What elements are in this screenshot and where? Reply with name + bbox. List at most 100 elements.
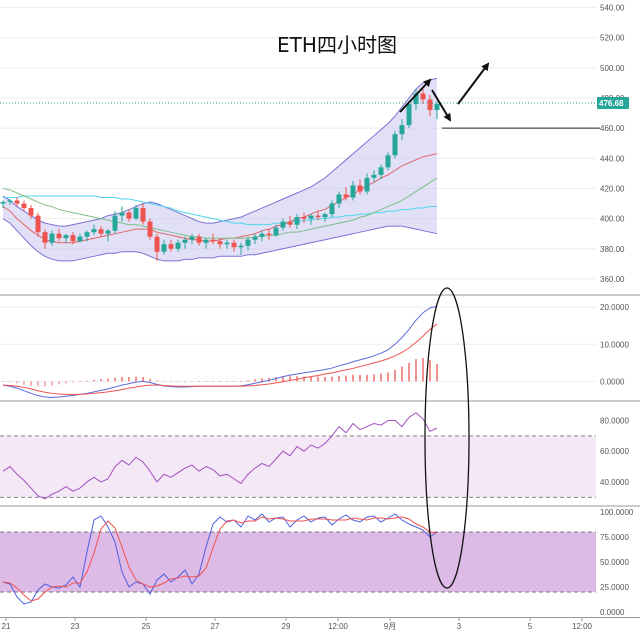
candle-body-26: [182, 239, 188, 243]
overlay-ma-slow-cyan: [3, 195, 437, 226]
stoch-series-stoch-k-blue: [2, 513, 438, 605]
rsi-tick-label-0: 80.0000: [600, 416, 629, 425]
macd-histogram-bar-21: [149, 378, 151, 382]
macd-histogram-bar-51: [359, 374, 361, 382]
macd-histogram-bar-36: [254, 379, 256, 382]
macd-histogram-bar-46: [324, 376, 326, 382]
macd-histogram-bar-12: [86, 380, 88, 382]
macd-histogram-bar-4: [30, 381, 32, 386]
x-tick-label-6: 9月: [384, 622, 396, 631]
candle-body-57: [399, 125, 405, 135]
macd-histogram-bar-19: [135, 376, 137, 382]
panel-dividers: [0, 294, 640, 618]
x-tick-label-5: 12:00: [328, 622, 349, 631]
rsi-line: [2, 412, 438, 500]
candle-body-54: [378, 167, 384, 175]
stoch-tick-label-1: 75.0000: [600, 533, 629, 542]
candle-body-16: [112, 215, 118, 231]
macd-histogram-bar-31: [219, 381, 221, 382]
macd-histogram-bar-22: [156, 380, 158, 382]
candle-body-19: [133, 208, 139, 219]
price-tick-label-3: 420.00: [600, 184, 625, 193]
stoch-band: [0, 532, 596, 592]
macd-histogram-bar-8: [58, 381, 60, 385]
macd-series-signal-red: [2, 323, 438, 395]
current-price-badge: 476.68: [597, 97, 629, 110]
candle-body-42: [294, 217, 300, 225]
macd-histogram-bar-23: [163, 381, 165, 382]
candle-body-4: [28, 208, 34, 216]
macd-histogram-bar-30: [212, 381, 214, 382]
macd-histogram-bar-3: [23, 381, 25, 385]
candle-body-40: [280, 221, 286, 228]
macd-histogram-bar-44: [310, 376, 312, 382]
candle-body-6: [42, 232, 48, 243]
candle-body-56: [392, 134, 398, 156]
macd-histogram-bar-11: [79, 381, 81, 382]
candle-body-3: [21, 203, 27, 209]
candle-body-30: [210, 239, 216, 242]
candle-body-33: [231, 242, 237, 248]
macd-histogram-bar-43: [303, 376, 305, 382]
macd-histogram-bar-62: [436, 363, 438, 382]
current-price-label: 476.68: [599, 99, 624, 108]
candle-body-14: [98, 229, 104, 234]
candle-body-55: [385, 155, 391, 168]
stoch-tick-label-2: 50.0000: [600, 558, 629, 567]
stoch-tick-label-4: 0.0000: [600, 608, 625, 617]
arrow-up-left: [399, 78, 432, 113]
macd-histogram-bar-34: [240, 381, 242, 382]
macd-histogram-bar-61: [429, 359, 431, 382]
current-price-badge-bg: [597, 97, 629, 110]
candle-body-49: [343, 194, 349, 198]
macd-histogram-bar-1: [9, 381, 11, 383]
price-tick-label-1: 380.00: [600, 245, 625, 254]
candle-body-17: [119, 212, 125, 216]
candle-body-13: [91, 229, 97, 233]
macd-histogram-bar-5: [37, 381, 39, 387]
macd-histogram-bar-13: [93, 379, 95, 382]
candle-body-32: [224, 242, 230, 245]
candle-body-45: [315, 215, 321, 218]
macd-series-macd-blue: [2, 305, 438, 398]
macd-histogram-bar-29: [205, 381, 207, 382]
macd-histogram-bar-47: [331, 376, 333, 382]
candle-body-15: [105, 230, 111, 234]
macd-tick-label-1: 10.0000: [600, 340, 629, 349]
candle-body-37: [259, 233, 265, 237]
candle-body-24: [168, 244, 174, 249]
macd-histogram-bar-35: [247, 380, 249, 382]
macd-histogram-bar-27: [191, 381, 193, 382]
x-tick-label-4: 29: [282, 622, 291, 631]
macd-histogram-bar-59: [415, 359, 417, 382]
macd-histogram-bar-50: [352, 374, 354, 382]
candle-body-53: [371, 174, 377, 178]
macd-histogram-bar-41: [289, 376, 291, 382]
macd-histogram-bar-16: [114, 377, 116, 382]
candle-body-20: [140, 208, 146, 222]
rsi-panel: 80.0000 60.0000 40.0000: [0, 412, 629, 500]
macd-histogram-bar-37: [261, 378, 263, 382]
candle-body-50: [350, 185, 356, 198]
overlay-bollinger-upper: [2, 77, 438, 227]
candlesticks: [0, 88, 440, 261]
stoch-tick-label-0: 100.0000: [600, 508, 634, 517]
stochastic-panel: 100.0000 75.0000 50.0000 25.0000 0.0000: [0, 508, 634, 617]
macd-histogram-bar-24: [170, 381, 172, 383]
candle-body-61: [427, 99, 433, 111]
macd-histogram-bar-7: [51, 381, 53, 386]
price-tick-label-5: 460.00: [600, 124, 625, 133]
macd-histogram-bar-39: [275, 376, 277, 382]
highlight-ellipse: [424, 287, 470, 589]
candle-body-11: [77, 236, 83, 242]
macd-histogram-bar-20: [142, 376, 144, 382]
arrow-down: [431, 89, 452, 122]
macd-histogram-bar-48: [338, 375, 340, 382]
macd-histogram-bar-33: [233, 381, 235, 382]
x-tick-label-9: 12:00: [572, 622, 593, 631]
macd-histogram-bar-18: [128, 376, 130, 382]
chart-title: ETH四小时图: [277, 33, 397, 57]
macd-histogram-bar-60: [422, 358, 424, 382]
candle-body-23: [161, 244, 167, 252]
macd-histogram-bar-14: [100, 379, 102, 382]
